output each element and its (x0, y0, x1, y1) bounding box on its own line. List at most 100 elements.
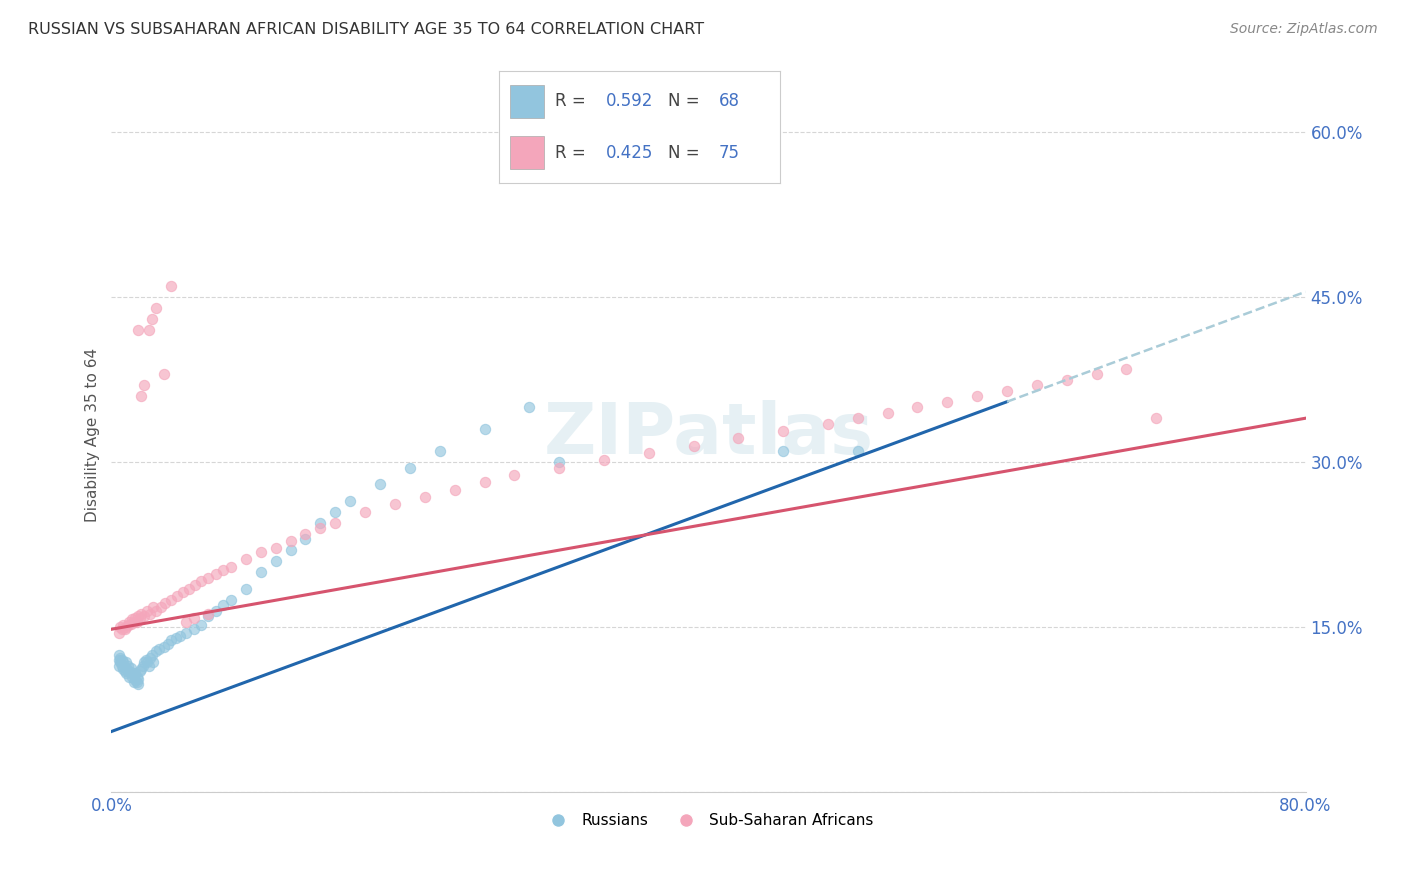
Point (309, 521, 332, 535)
Point (128, 611, 150, 625)
Text: 75: 75 (718, 144, 740, 161)
Point (108, 648, 131, 662)
Point (160, 633, 183, 648)
Point (548, 455, 571, 469)
Point (128, 664, 150, 678)
Point (118, 615, 141, 629)
Point (169, 629, 191, 643)
Point (197, 609, 219, 624)
FancyBboxPatch shape (510, 136, 544, 169)
Point (115, 666, 138, 681)
Point (121, 669, 143, 683)
Point (205, 567, 228, 582)
Point (134, 378, 156, 392)
Point (145, 644, 167, 658)
Point (183, 611, 205, 625)
Point (120, 616, 142, 631)
Text: Source: ZipAtlas.com: Source: ZipAtlas.com (1230, 22, 1378, 37)
Point (429, 444, 451, 458)
Point (117, 658, 139, 673)
Point (235, 552, 257, 566)
Point (183, 622, 205, 636)
Point (111, 658, 134, 673)
Point (124, 666, 146, 681)
Point (280, 543, 302, 558)
Point (160, 279, 183, 293)
Point (354, 505, 377, 519)
Point (235, 582, 257, 596)
Point (149, 600, 172, 615)
Point (120, 661, 142, 675)
Point (264, 541, 287, 555)
Text: 0.425: 0.425 (606, 144, 654, 161)
Point (148, 642, 170, 657)
Point (138, 658, 160, 673)
Point (136, 604, 159, 618)
Point (817, 417, 839, 431)
Point (125, 675, 148, 690)
Point (876, 406, 898, 420)
Point (114, 622, 136, 636)
Point (108, 625, 131, 640)
Point (682, 439, 704, 453)
Point (115, 661, 138, 675)
Point (110, 651, 132, 665)
Point (111, 653, 134, 667)
Point (517, 401, 540, 415)
Point (110, 620, 132, 634)
Point (727, 431, 749, 445)
Point (399, 460, 422, 475)
Point (264, 554, 287, 568)
Point (124, 673, 146, 687)
Point (157, 636, 180, 650)
Point (112, 655, 135, 669)
Point (772, 444, 794, 458)
Point (110, 655, 132, 669)
Point (127, 672, 149, 686)
Point (145, 301, 167, 316)
Point (212, 563, 235, 577)
Point (172, 585, 194, 599)
Point (138, 323, 160, 337)
Point (139, 607, 162, 621)
Text: N =: N = (668, 93, 704, 111)
Point (125, 615, 148, 629)
Point (219, 559, 242, 574)
Point (112, 618, 135, 632)
Point (443, 483, 465, 497)
Point (1085, 368, 1108, 382)
Text: R =: R = (555, 93, 592, 111)
Point (219, 592, 242, 607)
Point (339, 493, 361, 508)
Point (846, 411, 869, 425)
Point (124, 611, 146, 625)
Point (177, 582, 200, 596)
Point (174, 615, 197, 629)
Point (129, 607, 152, 621)
Point (152, 368, 174, 382)
Point (637, 446, 659, 460)
Point (474, 475, 496, 489)
Point (117, 664, 139, 678)
Point (117, 618, 139, 632)
Point (112, 662, 135, 676)
Point (249, 565, 271, 579)
Text: RUSSIAN VS SUBSAHARAN AFRICAN DISABILITY AGE 35 TO 64 CORRELATION CHART: RUSSIAN VS SUBSAHARAN AFRICAN DISABILITY… (28, 22, 704, 37)
Point (127, 609, 149, 624)
Point (142, 655, 165, 669)
Point (108, 653, 131, 667)
Point (593, 453, 616, 467)
Point (141, 312, 163, 326)
Text: ZIPatlas: ZIPatlas (543, 401, 873, 469)
Point (122, 615, 145, 629)
Point (190, 618, 212, 632)
Point (936, 394, 959, 409)
Point (1025, 378, 1047, 392)
Point (190, 574, 212, 588)
Point (294, 526, 316, 541)
Point (174, 625, 197, 640)
FancyBboxPatch shape (510, 85, 544, 119)
Point (772, 425, 794, 439)
Legend: Russians, Sub-Saharan Africans: Russians, Sub-Saharan Africans (537, 807, 880, 834)
Point (118, 664, 141, 678)
